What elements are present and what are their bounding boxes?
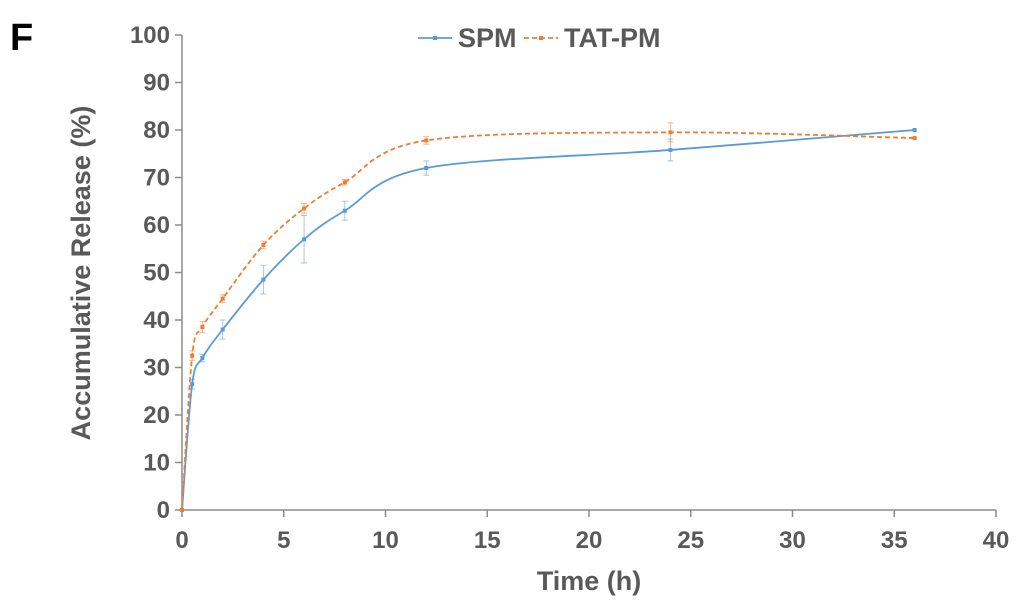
legend-label: TAT-PM bbox=[564, 23, 660, 53]
data-point bbox=[424, 138, 429, 143]
y-tick-label: 50 bbox=[143, 260, 170, 287]
data-point bbox=[190, 382, 195, 387]
data-point bbox=[912, 128, 917, 132]
data-point bbox=[342, 180, 347, 185]
y-tick-label: 60 bbox=[143, 212, 170, 239]
x-axis: 0 5 10 15 20 25 30 35 40 bbox=[175, 509, 1010, 554]
legend: SPM TAT-PM bbox=[418, 23, 660, 53]
data-point bbox=[912, 136, 917, 141]
series-spm bbox=[180, 128, 917, 512]
data-point bbox=[302, 237, 307, 242]
x-tick-label: 5 bbox=[277, 527, 290, 554]
x-tick-label: 35 bbox=[881, 527, 908, 554]
y-tick-label: 80 bbox=[143, 117, 170, 144]
data-point bbox=[261, 242, 266, 247]
x-tick-label: 30 bbox=[779, 527, 806, 554]
y-tick-label: 90 bbox=[143, 70, 170, 97]
legend-label: SPM bbox=[458, 23, 517, 53]
x-tick-label: 10 bbox=[372, 527, 399, 554]
legend-item-tat-pm: TAT-PM bbox=[524, 23, 660, 53]
x-tick-label: 40 bbox=[983, 527, 1010, 554]
y-axis-title: Accumulative Release (%) bbox=[66, 106, 96, 441]
y-tick-label: 100 bbox=[130, 22, 170, 49]
data-point bbox=[200, 325, 205, 330]
data-point bbox=[668, 147, 673, 152]
legend-marker bbox=[433, 36, 437, 40]
y-tick-label: 70 bbox=[143, 165, 170, 192]
series-line bbox=[181, 129, 915, 511]
data-point bbox=[342, 208, 347, 213]
x-tick-label: 25 bbox=[677, 527, 704, 554]
x-axis-title: Time (h) bbox=[537, 566, 642, 596]
y-tick-label: 20 bbox=[143, 402, 170, 429]
x-tick-label: 0 bbox=[175, 527, 188, 554]
data-point bbox=[200, 356, 205, 360]
data-point bbox=[220, 327, 225, 332]
x-tick-label: 15 bbox=[474, 527, 501, 554]
data-point bbox=[180, 508, 184, 512]
data-point bbox=[424, 166, 429, 170]
data-point bbox=[302, 206, 307, 211]
plot-area bbox=[180, 122, 917, 512]
data-point bbox=[220, 296, 225, 301]
panel-label: F bbox=[10, 17, 33, 59]
data-point bbox=[261, 277, 266, 282]
y-tick-label: 0 bbox=[157, 497, 170, 524]
legend-marker bbox=[539, 36, 543, 40]
y-axis: 0 10 20 30 40 50 60 70 80 90 100 bbox=[130, 22, 183, 524]
y-tick-label: 40 bbox=[143, 307, 170, 334]
y-tick-label: 10 bbox=[143, 450, 170, 477]
series-tat-pm bbox=[180, 122, 917, 512]
x-tick-label: 20 bbox=[576, 527, 603, 554]
data-point bbox=[190, 353, 195, 358]
y-tick-label: 30 bbox=[143, 355, 170, 382]
data-point bbox=[668, 130, 673, 135]
series-line bbox=[181, 131, 915, 511]
legend-item-spm: SPM bbox=[418, 23, 517, 53]
